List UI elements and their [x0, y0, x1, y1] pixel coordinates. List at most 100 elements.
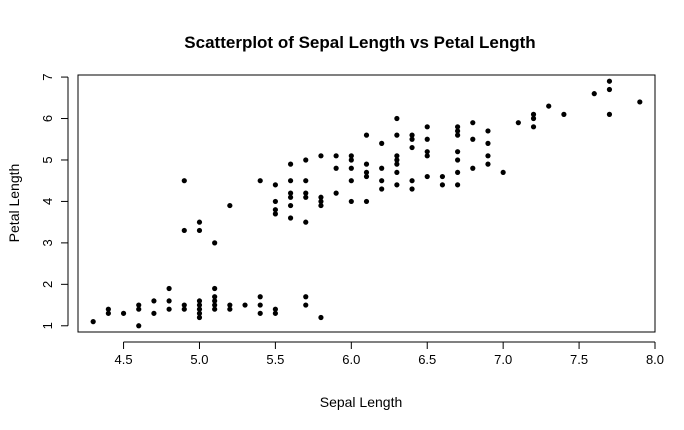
- data-point: [363, 198, 370, 205]
- data-point: [455, 132, 461, 138]
- data-point: [318, 314, 324, 321]
- x-tick-label: 7.0: [494, 352, 512, 367]
- data-point: [515, 120, 521, 126]
- data-point: [348, 153, 354, 159]
- data-point: [196, 219, 203, 225]
- data-point: [303, 219, 309, 225]
- data-point: [272, 207, 278, 213]
- data-point: [287, 215, 294, 221]
- data-point: [105, 310, 111, 316]
- data-point: [287, 161, 294, 167]
- data-point: [394, 169, 400, 176]
- data-point: [424, 173, 430, 180]
- data-point: [409, 136, 415, 142]
- data-point: [318, 202, 324, 209]
- data-point: [303, 178, 309, 184]
- data-point: [439, 173, 446, 180]
- data-point: [348, 165, 354, 171]
- data-point: [105, 306, 111, 312]
- x-tick-label: 6.5: [418, 352, 436, 367]
- data-point: [485, 161, 491, 167]
- y-tick-label: 3: [40, 239, 55, 246]
- data-point: [212, 298, 218, 304]
- data-point: [196, 227, 203, 234]
- data-point: [181, 302, 187, 308]
- data-point: [90, 319, 96, 325]
- data-point: [606, 86, 613, 93]
- y-axis: 1 2 3 4 5 6 7: [40, 73, 69, 329]
- data-point: [120, 310, 127, 316]
- x-tick-label: 6.0: [342, 352, 360, 367]
- data-point: [394, 115, 400, 122]
- data-point: [409, 178, 415, 184]
- x-tick-label: 5.5: [266, 352, 284, 367]
- data-point: [530, 124, 537, 130]
- data-point: [546, 103, 552, 109]
- data-point: [242, 302, 248, 308]
- y-axis-label: Petal Length: [6, 164, 22, 243]
- data-point: [212, 302, 218, 308]
- x-tick-label: 7.5: [570, 352, 588, 367]
- data-point: [196, 298, 203, 304]
- data-point: [196, 306, 203, 312]
- data-point: [379, 186, 385, 192]
- y-tick-label: 1: [40, 322, 55, 329]
- data-point: [166, 285, 172, 292]
- data-point: [272, 310, 278, 316]
- data-points: [90, 78, 643, 329]
- data-point: [257, 302, 263, 308]
- data-point: [485, 153, 491, 159]
- data-point: [363, 173, 370, 180]
- data-point: [333, 153, 339, 159]
- data-point: [287, 202, 294, 209]
- data-point: [455, 157, 461, 163]
- data-point: [166, 306, 172, 312]
- data-point: [287, 194, 294, 200]
- data-point: [318, 198, 324, 205]
- data-point: [379, 140, 385, 146]
- data-point: [287, 190, 294, 196]
- data-point: [333, 190, 339, 196]
- data-point: [379, 165, 385, 171]
- data-point: [303, 190, 309, 196]
- data-point: [227, 302, 233, 308]
- data-point: [151, 298, 157, 304]
- data-point: [455, 169, 461, 176]
- data-point: [409, 186, 415, 192]
- data-point: [303, 302, 309, 308]
- chart-title: Scatterplot of Sepal Length vs Petal Len…: [184, 33, 535, 52]
- data-point: [272, 211, 278, 217]
- data-point: [500, 169, 506, 176]
- y-tick-label: 6: [40, 115, 55, 122]
- data-point: [212, 294, 218, 300]
- y-tick-label: 5: [40, 156, 55, 163]
- x-tick-label: 4.5: [115, 352, 133, 367]
- data-point: [394, 157, 400, 163]
- data-point: [379, 178, 385, 184]
- data-point: [257, 310, 263, 316]
- y-tick-label: 7: [40, 73, 55, 80]
- data-point: [136, 302, 142, 308]
- data-point: [333, 165, 339, 171]
- data-point: [303, 157, 309, 163]
- data-point: [424, 124, 430, 130]
- data-point: [424, 136, 430, 142]
- data-point: [470, 165, 476, 171]
- data-point: [303, 194, 309, 200]
- x-tick-label: 8.0: [646, 352, 664, 367]
- data-point: [348, 198, 354, 205]
- data-point: [227, 202, 233, 209]
- data-point: [394, 153, 400, 159]
- data-point: [439, 182, 446, 188]
- data-point: [318, 194, 324, 200]
- x-axis: 4.5 5.0 5.5 6.0 6.5 7.0 7.5 8.0: [115, 341, 664, 367]
- data-point: [455, 149, 461, 155]
- data-point: [348, 178, 354, 184]
- data-point: [272, 198, 278, 205]
- data-point: [287, 178, 294, 184]
- data-point: [257, 294, 263, 300]
- data-point: [181, 227, 187, 234]
- data-point: [136, 306, 142, 312]
- data-point: [196, 302, 203, 308]
